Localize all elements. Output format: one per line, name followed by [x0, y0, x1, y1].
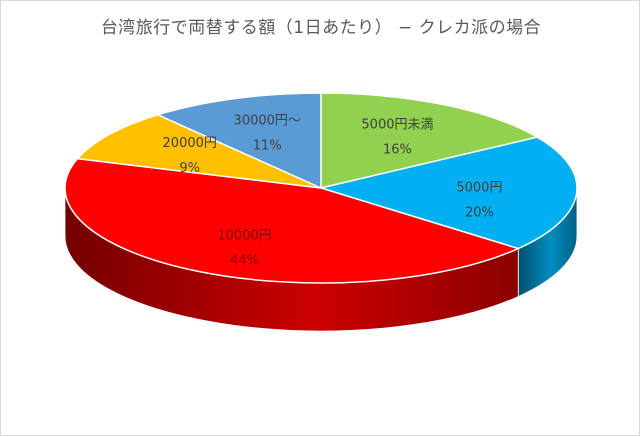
pie-slice-2 [320, 136, 578, 250]
pie-slice-3-category-label: 10000円 [217, 229, 271, 244]
pie-slice-4-category-label: 20000円 [163, 136, 217, 151]
pie-labels: 5000円未満 16% 5000円 20% 10000円 44% 20000円 9% 30000… [163, 114, 503, 269]
pie-slice-3-value-label: 44% [230, 254, 259, 269]
pie-top [64, 92, 578, 284]
chart-title: 台湾旅行で両替する額（1日あたり） − クレカ派の場合 [100, 18, 542, 38]
pie-slice-2-value-label: 20% [465, 206, 494, 221]
pie-slice-1 [320, 92, 538, 189]
pie-slice-1-category-label: 5000円未満 [361, 117, 433, 132]
pie-slice-1-value-label: 16% [383, 142, 412, 157]
pie-slice-5-category-label: 30000円〜 [234, 114, 301, 129]
pie-slice-3 [64, 157, 520, 284]
pie-slice-5-value-label: 11% [253, 139, 282, 154]
pie-slice-5 [157, 92, 322, 189]
pie-slice-2-category-label: 5000円 [456, 181, 502, 196]
pie-slice-4 [76, 114, 322, 189]
pie-slice-4-value-label: 9% [179, 161, 200, 176]
